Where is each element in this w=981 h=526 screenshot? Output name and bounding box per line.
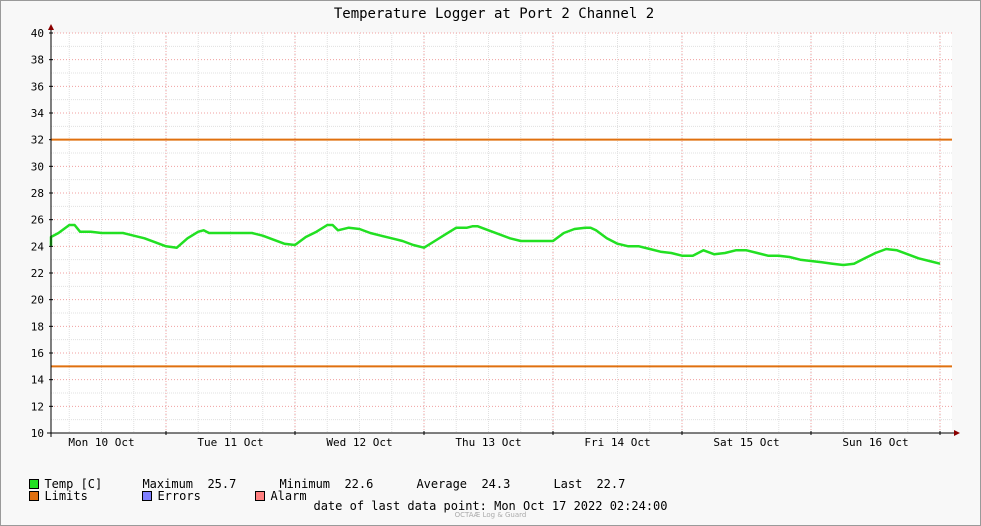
legend-row-stats: Temp [C] Maximum 25.7 Minimum 22.6 Average 24.… xyxy=(15,463,625,491)
last-data-point-label: date of last data point: xyxy=(313,499,487,513)
y-tick-label: 36 xyxy=(31,80,44,93)
last-value: 22.7 xyxy=(596,477,626,491)
alarm-legend-label: Alarm xyxy=(270,489,307,503)
y-tick-label: 22 xyxy=(31,267,44,280)
errors-legend-label: Errors xyxy=(157,489,201,503)
y-tick-label: 26 xyxy=(31,214,44,227)
y-tick-label: 18 xyxy=(31,320,44,333)
minimum-label: Minimum xyxy=(279,477,331,491)
x-axis-arrow xyxy=(954,430,960,436)
x-tick-label: Tue 11 Oct xyxy=(197,436,263,449)
y-tick-label: 28 xyxy=(31,187,44,200)
series-layer xyxy=(49,223,941,267)
chart-title: Temperature Logger at Port 2 Channel 2 xyxy=(334,6,654,22)
last-label: Last xyxy=(553,477,583,491)
average-value: 24.3 xyxy=(481,477,511,491)
x-tick-label: Wed 12 Oct xyxy=(326,436,392,449)
last-data-point-value: Mon Oct 17 2022 02:24:00 xyxy=(494,499,668,513)
credit-watermark: OCTAÆ Log & Guard xyxy=(454,511,527,519)
y-tick-label: 10 xyxy=(31,427,44,440)
x-tick-label: Thu 13 Oct xyxy=(455,436,521,449)
limits-legend-label: Limits xyxy=(44,489,88,503)
y-tick-label: 12 xyxy=(31,400,44,413)
axes xyxy=(47,24,960,437)
y-tick-label: 24 xyxy=(31,240,45,253)
x-axis-ticks: Mon 10 Oct Tue 11 Oct Wed 12 Oct Thu 13 Oct… xyxy=(68,431,941,449)
y-tick-label: 40 xyxy=(31,27,44,40)
y-tick-label: 20 xyxy=(31,294,44,307)
temp-legend-label: Temp [C] xyxy=(44,477,103,491)
last-data-point: date of last data point: Mon Oct 17 2022… xyxy=(0,499,981,513)
x-tick-label: Mon 10 Oct xyxy=(68,436,134,449)
alarm-swatch xyxy=(255,491,266,501)
legend-row-series: Limits Errors Alarm xyxy=(15,475,307,503)
x-tick-label: Fri 14 Oct xyxy=(584,436,650,449)
errors-swatch xyxy=(142,491,153,501)
temp-swatch xyxy=(29,479,40,489)
maximum-label: Maximum xyxy=(142,477,194,491)
y-tick-label: 38 xyxy=(31,54,44,67)
y-tick-label: 14 xyxy=(31,374,45,387)
average-label: Average xyxy=(416,477,468,491)
grid xyxy=(51,32,952,433)
y-tick-label: 32 xyxy=(31,134,44,147)
x-tick-label: Sun 16 Oct xyxy=(842,436,908,449)
limit-lines xyxy=(51,138,952,368)
y-axis-arrow xyxy=(48,24,54,30)
y-axis-ticks: 10 12 14 16 18 20 22 24 26 28 30 32 34 36 38 40 xyxy=(31,27,53,440)
x-tick-label: Sat 15 Oct xyxy=(713,436,779,449)
y-tick-label: 16 xyxy=(31,347,44,360)
maximum-value: 25.7 xyxy=(207,477,237,491)
y-tick-label: 30 xyxy=(31,160,44,173)
y-tick-label: 34 xyxy=(31,107,45,120)
series-line-temp xyxy=(49,223,941,267)
minimum-value: 22.6 xyxy=(344,477,374,491)
limits-swatch xyxy=(29,491,40,501)
